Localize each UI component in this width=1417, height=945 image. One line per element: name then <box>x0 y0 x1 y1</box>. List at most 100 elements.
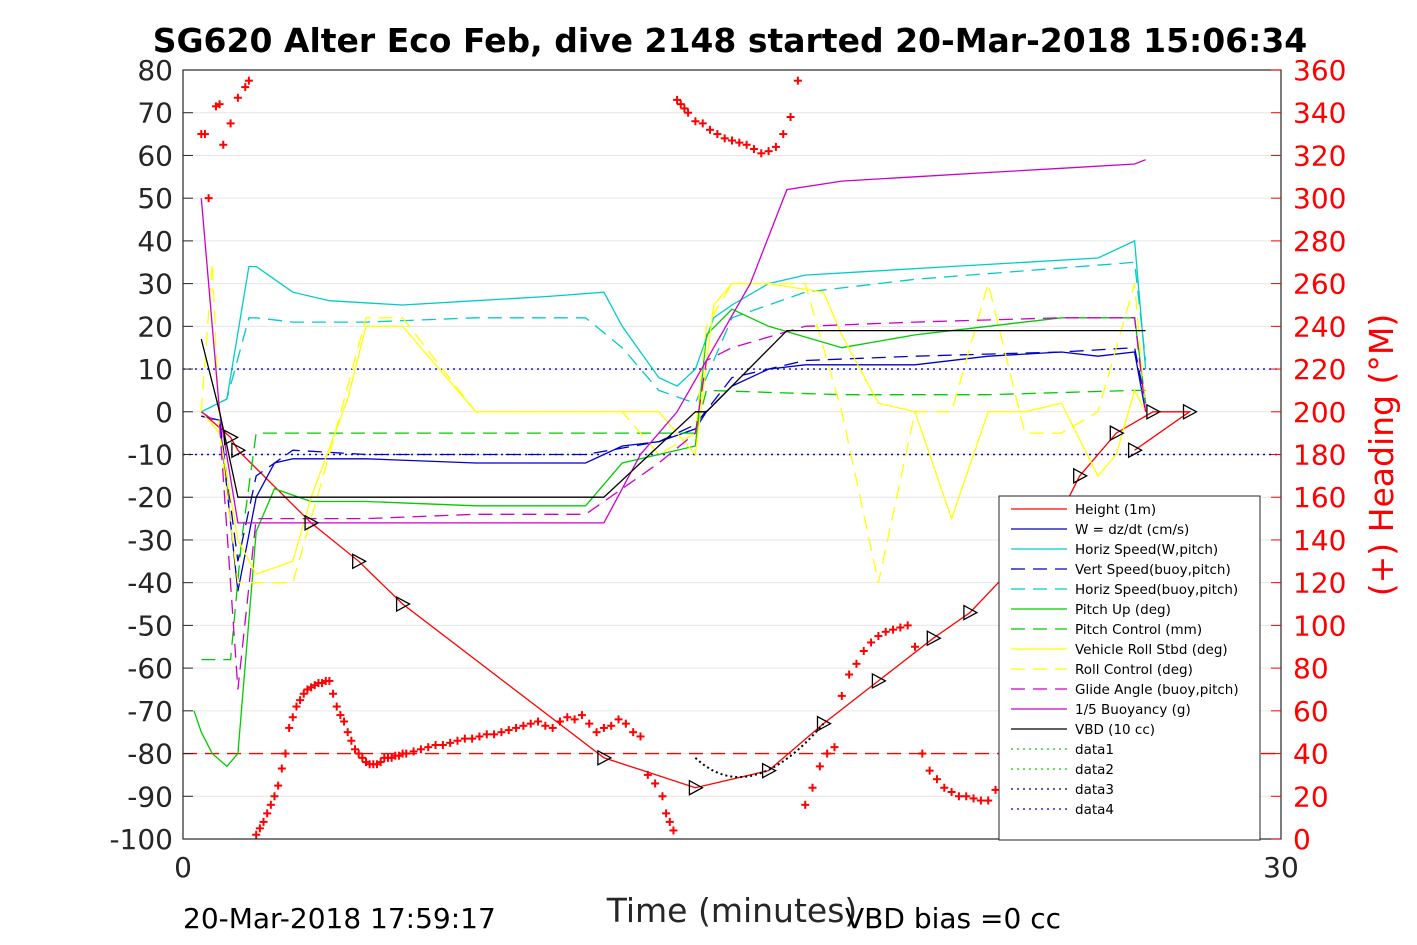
heading-point <box>607 721 616 730</box>
heading-point <box>526 719 535 728</box>
heading-point <box>259 817 268 826</box>
heading-point <box>651 779 660 788</box>
legend-label: Vehicle Roll Stbd (deg) <box>1075 642 1228 658</box>
heading-point <box>735 138 744 147</box>
legend-label: VBD (10 cc) <box>1075 722 1155 738</box>
heading-point <box>940 783 949 792</box>
y2-tick-label: 160 <box>1293 481 1346 514</box>
legend-label: Pitch Control (mm) <box>1075 622 1202 638</box>
y2-tick-label: 220 <box>1293 353 1346 386</box>
heading-point <box>889 625 898 634</box>
height-marker <box>688 779 704 796</box>
heading-point <box>482 730 491 739</box>
heading-point <box>376 758 385 767</box>
heading-point <box>244 76 253 85</box>
height-marker <box>871 672 887 690</box>
heading-point <box>438 741 447 750</box>
y2-tick-label: 340 <box>1293 97 1346 130</box>
heading-point <box>563 713 572 722</box>
series-line-6 <box>201 389 1146 661</box>
series-line-11 <box>200 329 1146 498</box>
height-marker <box>963 604 979 621</box>
y-tick-label: 10 <box>137 353 173 386</box>
heading-point <box>200 130 209 139</box>
heading-point <box>925 766 934 775</box>
heading-point <box>793 76 802 85</box>
legend-label: W = dz/dt (cm/s) <box>1075 522 1189 538</box>
x-axis-label: Time (minutes) <box>606 891 858 930</box>
heading-point <box>585 719 594 728</box>
y2-tick-label: 100 <box>1293 609 1346 642</box>
legend-label: data2 <box>1075 762 1114 778</box>
heading-point <box>614 715 623 724</box>
y2-axis-label: (+) Heading (°M) <box>1362 314 1401 596</box>
height-marker <box>223 429 239 446</box>
heading-point <box>299 689 308 698</box>
legend-label: Roll Control (deg) <box>1075 662 1193 678</box>
heading-point <box>643 770 652 779</box>
heading-point <box>460 734 469 743</box>
legend-label: data4 <box>1075 802 1114 818</box>
heading-point <box>881 627 890 636</box>
y2-tick-label: 280 <box>1293 225 1346 258</box>
y2-tick-label: 140 <box>1293 524 1346 557</box>
heading-point <box>277 764 286 773</box>
heading-point <box>354 749 363 758</box>
heading-point <box>490 730 499 739</box>
heading-point <box>742 140 751 149</box>
heading-point <box>673 95 682 104</box>
heading-point <box>962 792 971 801</box>
legend-label: data1 <box>1075 742 1114 758</box>
heading-point <box>343 728 352 737</box>
heading-point <box>771 142 780 151</box>
legend: Height (1m) W = dz/dt (cm/s) Horiz Speed(W… <box>998 495 1261 841</box>
heading-point <box>281 749 290 758</box>
heading-point <box>274 781 283 790</box>
y2-tick-label: 20 <box>1293 780 1329 813</box>
series-line-8 <box>200 262 1147 584</box>
heading-point <box>932 775 941 784</box>
heading-point <box>219 140 228 149</box>
legend-label: Horiz Speed(W,pitch) <box>1075 542 1218 558</box>
heading-point <box>266 800 275 809</box>
heading-point <box>662 809 671 818</box>
heading-point <box>823 749 832 758</box>
data-series <box>193 159 1192 789</box>
y2-tick-label: 300 <box>1293 182 1346 215</box>
heading-point <box>918 749 927 758</box>
y2-tick-label: 180 <box>1293 439 1346 472</box>
y-tick-label: 40 <box>137 225 173 258</box>
heading-point <box>896 623 905 632</box>
heading-point <box>691 117 700 126</box>
heading-point <box>325 676 334 685</box>
heading-point <box>270 792 279 801</box>
height-marker <box>926 630 942 647</box>
y-tick-label: 60 <box>137 139 173 172</box>
heading-point <box>519 721 528 730</box>
heading-point <box>468 734 477 743</box>
heading-point <box>976 796 985 805</box>
heading-point <box>555 717 564 726</box>
heading-point <box>497 728 506 737</box>
series-line-7 <box>200 282 1147 575</box>
heading-point <box>592 728 601 737</box>
heading-point <box>903 621 912 630</box>
y-axis-left: 80 70 60 50 40 30 20 10 0 -10 -20 -30 -40 -50 -60 -70 -8… <box>109 54 193 856</box>
height-marker <box>761 762 777 779</box>
heading-point <box>453 736 462 745</box>
height-marker <box>1146 403 1162 420</box>
heading-point <box>665 817 674 826</box>
heading-point <box>204 194 213 203</box>
height-marker <box>1073 467 1089 484</box>
heading-point <box>241 83 250 92</box>
heading-point <box>534 717 543 726</box>
heading-point <box>336 711 345 720</box>
heading-point <box>446 738 455 747</box>
heading-point <box>215 100 224 109</box>
heading-point <box>984 796 993 805</box>
heading-point <box>512 723 521 732</box>
heading-point <box>845 670 854 679</box>
heading-point <box>757 149 766 158</box>
heading-point <box>570 715 579 724</box>
